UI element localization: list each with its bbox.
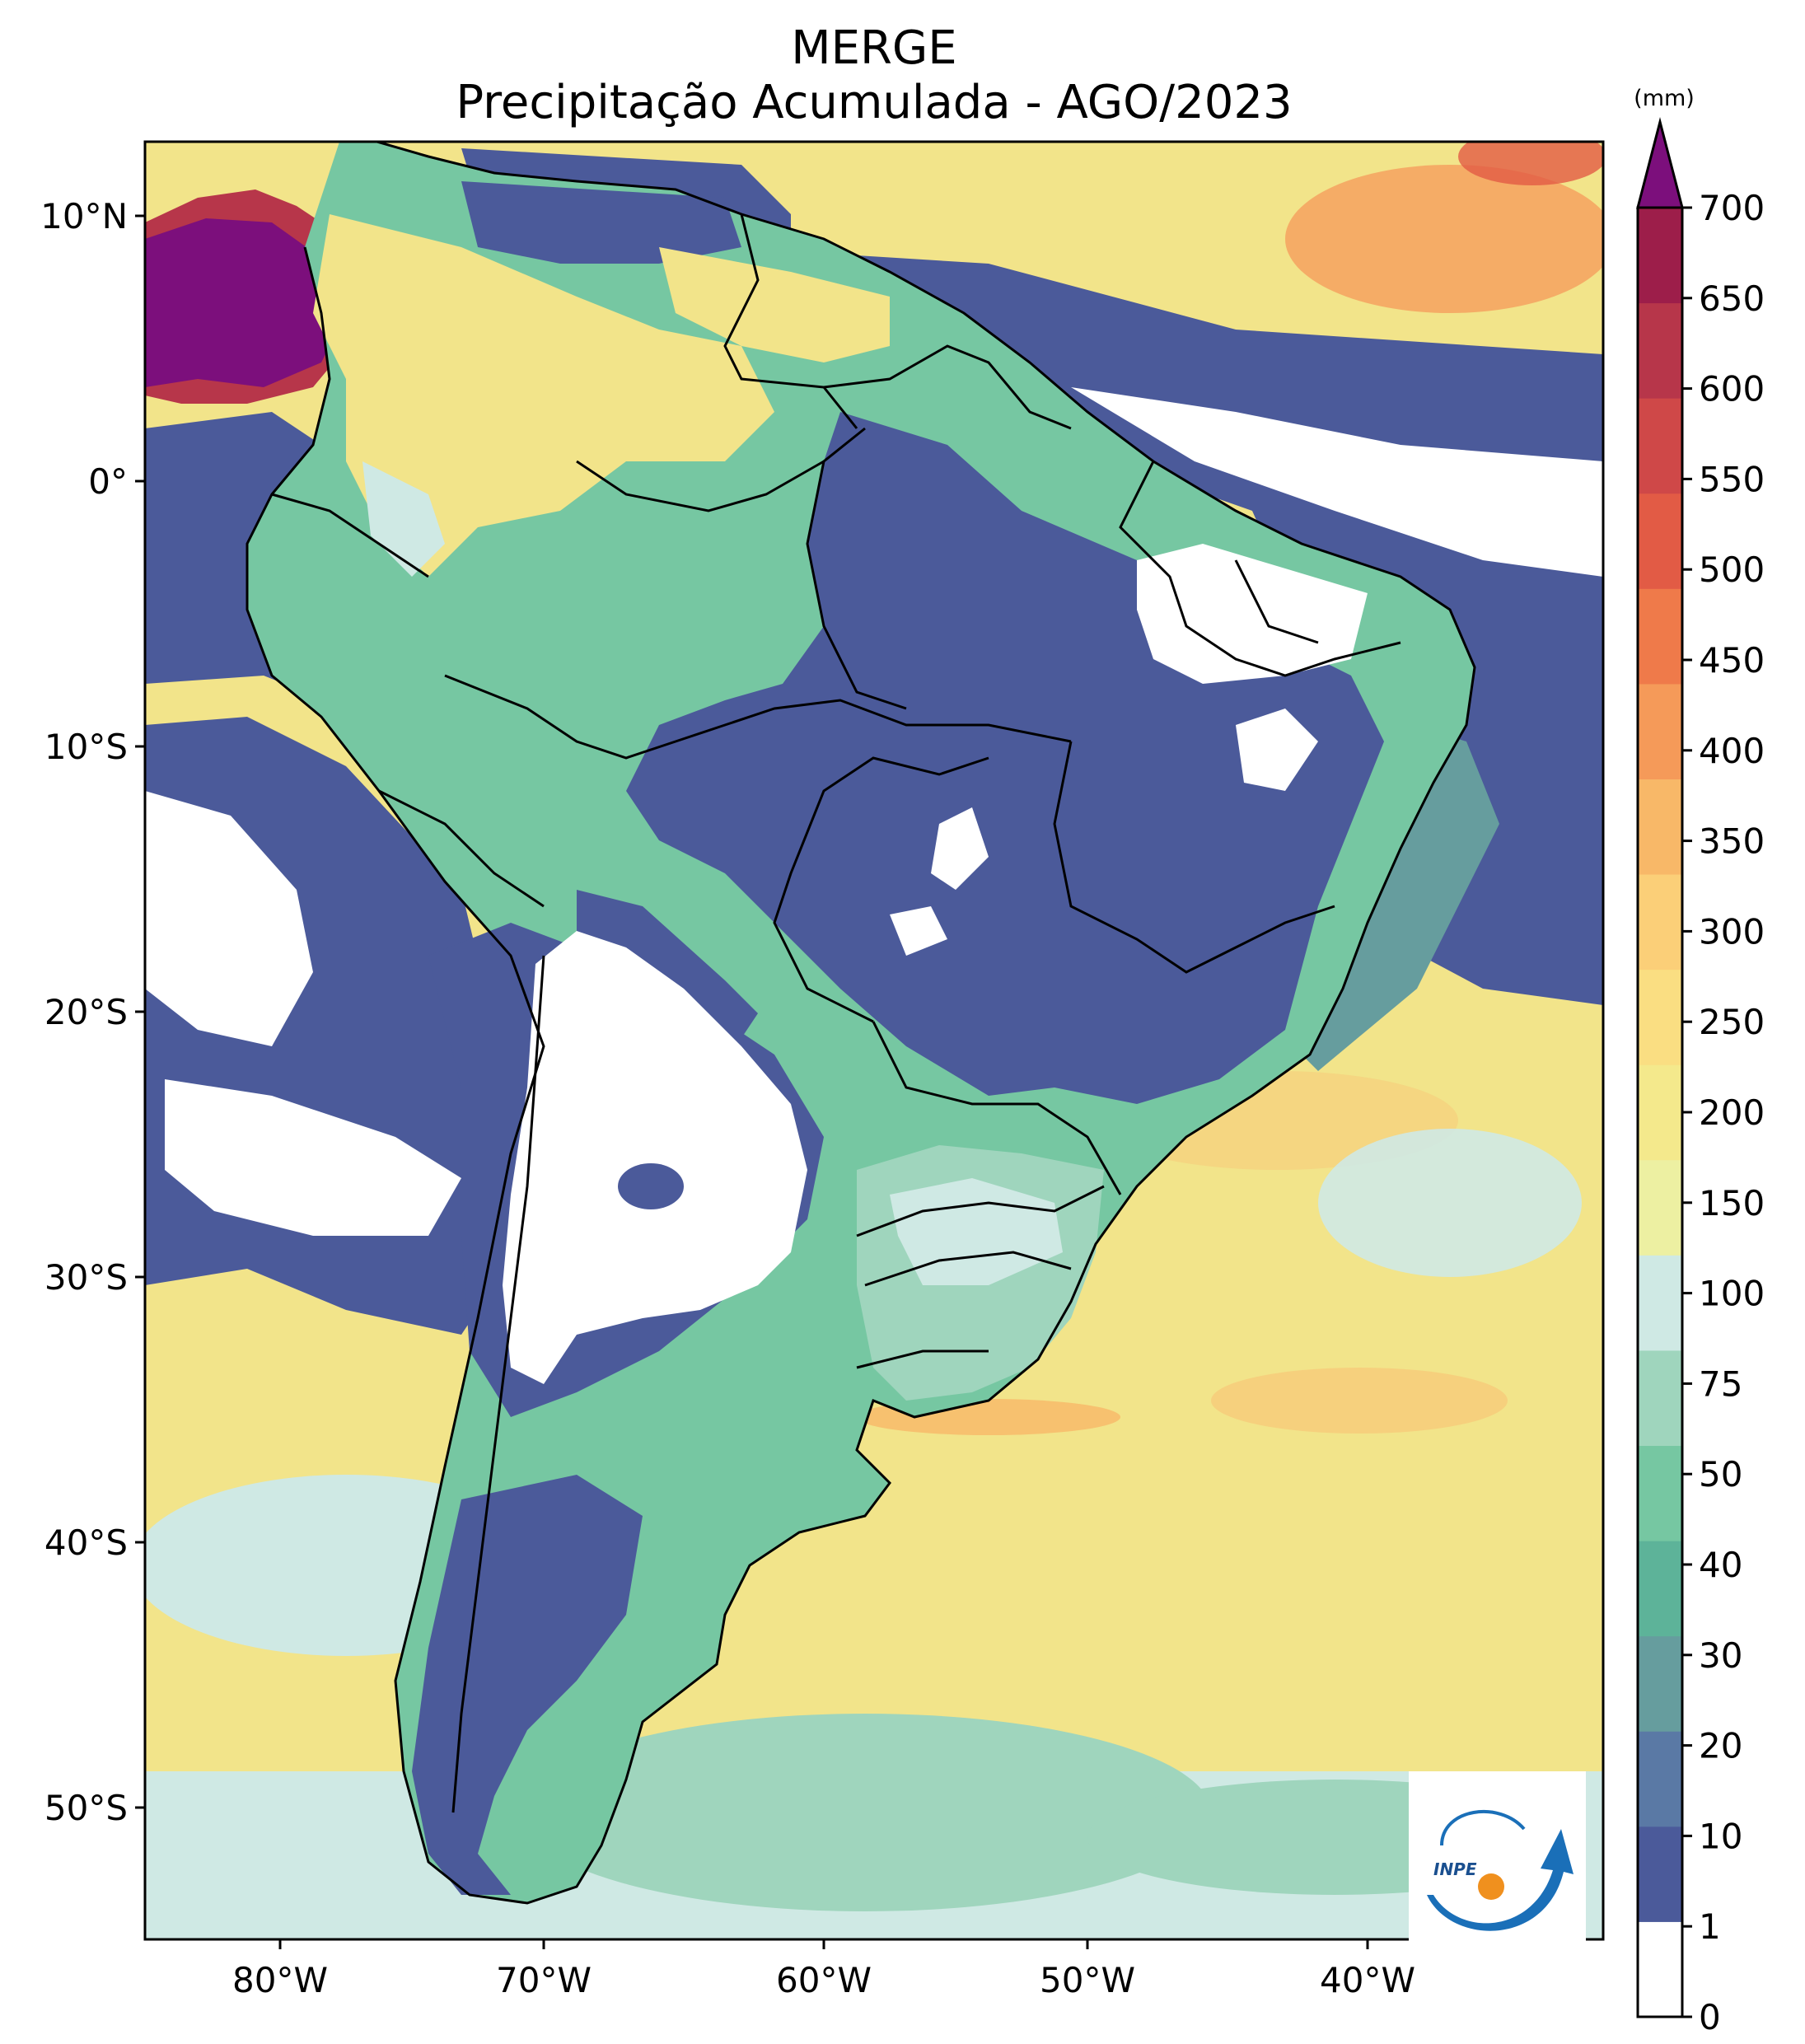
lat-tick-label: 40°S: [44, 1522, 128, 1563]
inpe-logo-graphic: INPE: [1427, 1810, 1574, 1931]
colorbar-level-label: 30: [1699, 1635, 1742, 1676]
lat-tick-label: 30°S: [44, 1257, 128, 1298]
colorbar-segment: [1638, 1064, 1682, 1161]
colorbar-segment: [1638, 398, 1682, 494]
colorbar-segment: [1638, 208, 1682, 304]
precipitation-field: [145, 142, 1603, 1939]
colorbar-extend-arrow: [1636, 117, 1684, 209]
colorbar-level-label: 200: [1699, 1092, 1765, 1133]
colorbar-segment: [1638, 1826, 1682, 1922]
lat-tick-label: 10°S: [44, 727, 128, 767]
map-title: MERGE: [791, 21, 957, 75]
colorbar-segment: [1638, 683, 1682, 779]
axis-ticks: [135, 214, 1369, 1949]
lon-tick-label: 70°W: [496, 1960, 592, 2000]
colorbar-segment: [1638, 493, 1682, 589]
colorbar-segment: [1638, 779, 1682, 875]
colorbar-level-label: 150: [1699, 1183, 1765, 1223]
lat-tick-label: 50°S: [44, 1788, 128, 1828]
colorbar: [1638, 208, 1682, 2018]
colorbar-level-label: 550: [1699, 459, 1765, 499]
lon-tick-label: 80°W: [232, 1960, 328, 2000]
colorbar-segment: [1638, 1541, 1682, 1637]
colorbar-level-label: 700: [1699, 188, 1765, 228]
lat-tick-label: 10°N: [40, 196, 128, 236]
colorbar-level-label: 450: [1699, 640, 1765, 681]
lat-tick-label: 0°: [88, 461, 128, 502]
colorbar-level-label: 650: [1699, 278, 1765, 319]
colorbar-level-label: 50: [1699, 1454, 1742, 1494]
lat-tick-label: 20°S: [44, 992, 128, 1032]
colorbar-level-label: 20: [1699, 1726, 1742, 1766]
colorbar-level-label: 100: [1699, 1274, 1765, 1314]
colorbar-segment: [1638, 969, 1682, 1065]
colorbar-segment: [1638, 1635, 1682, 1732]
colorbar-segment: [1638, 1445, 1682, 1541]
colorbar-segment: [1638, 874, 1682, 971]
colorbar-level-label: 500: [1699, 550, 1765, 590]
lon-tick-label: 40°W: [1320, 1960, 1415, 2000]
colorbar-level-label: 300: [1699, 911, 1765, 952]
inpe-logo: INPE: [1409, 1771, 1586, 1946]
lon-tick-label: 50°W: [1040, 1960, 1135, 2000]
inpe-logo-text: INPE: [1433, 1859, 1477, 1879]
colorbar-unit-label: (mm): [1634, 86, 1695, 111]
map-frame: [143, 140, 1605, 1941]
colorbar-segment: [1638, 1349, 1682, 1447]
colorbar-level-label: 0: [1699, 1997, 1721, 2037]
colorbar-level-label: 400: [1699, 731, 1765, 771]
colorbar-level-label: 250: [1699, 1002, 1765, 1042]
colorbar-segment: [1638, 1255, 1682, 1351]
colorbar-segment: [1638, 1159, 1682, 1256]
colorbar-segment: [1638, 302, 1682, 399]
coastline-and-borders: [245, 142, 1476, 1905]
colorbar-level-label: 1: [1699, 1906, 1721, 1947]
colorbar-segment: [1638, 588, 1682, 685]
colorbar-level-label: 10: [1699, 1816, 1742, 1856]
colorbar-level-label: 600: [1699, 369, 1765, 409]
colorbar-level-label: 75: [1699, 1363, 1742, 1404]
colorbar-level-label: 40: [1699, 1545, 1742, 1585]
colorbar-segment: [1638, 1731, 1682, 1827]
map-subtitle: Precipitação Acumulada - AGO/2023: [456, 76, 1293, 129]
colorbar-level-label: 350: [1699, 821, 1765, 862]
colorbar-segment: [1638, 1921, 1682, 2018]
lon-tick-label: 60°W: [776, 1960, 872, 2000]
